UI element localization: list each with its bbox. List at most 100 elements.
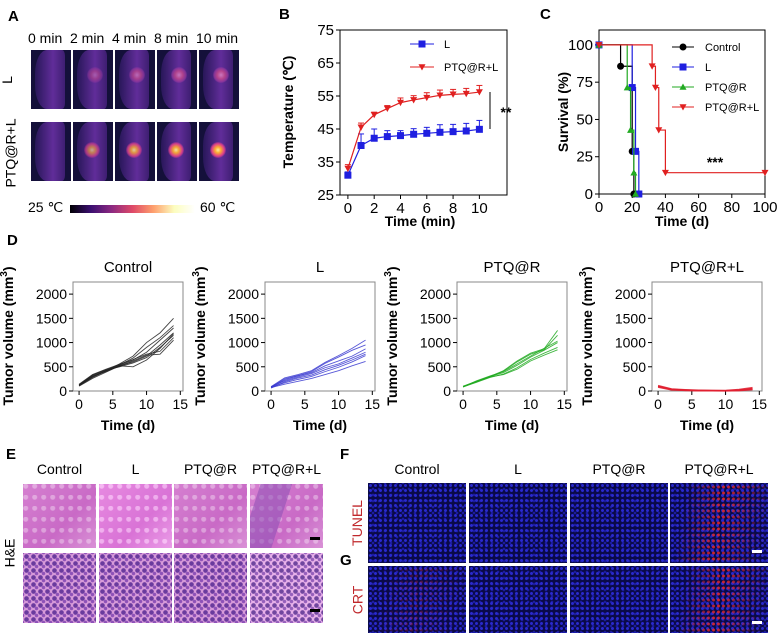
y-axis-label: Temperature (℃) [280,56,296,169]
tumor-growth-curve-2 [78,327,174,386]
x-tick-label: 5 [493,396,501,412]
he-image-high-mag [99,553,172,623]
x-axis-label: Time (d) [655,213,709,229]
y-tick-label: 500 [44,359,68,375]
y-tick-label: 1500 [228,310,259,326]
tumor-growth-curve-6 [78,339,174,387]
plot-frame [598,29,766,195]
significance-marker: ** [501,104,512,120]
tumor-growth-curve-4 [78,334,174,386]
x-tick-label: 5 [301,396,309,412]
data-point [632,147,640,155]
tumor-growth-curve-4 [270,353,366,389]
data-point [661,169,669,177]
panel-label-a: A [8,8,19,25]
data-point [370,134,378,142]
x-tick-label: 15 [557,396,573,412]
thermal-image [157,122,197,181]
tunel-image [368,483,466,563]
data-point [396,99,404,107]
he-image-low-mag [174,484,247,548]
tumor-growth-curve-7 [78,333,174,386]
legend-label: Control [705,42,740,54]
tumor-growth-curve-3 [270,351,366,388]
y-tick-label: 0 [251,383,259,399]
x-tick-label: 0 [267,396,275,412]
legend-marker [418,40,426,48]
y-axis-label: Tumor volume (mm3) [578,266,595,405]
y-axis-label: Tumor volume (mm3) [191,266,208,405]
y-tick-label: 75 [576,74,593,91]
y-tick-label: 500 [623,359,647,375]
crt-image [469,566,567,633]
y-tick-label: 2000 [615,286,646,302]
column-label: PTQ@R+L [251,461,322,477]
data-point [423,94,431,102]
y-axis-label-part: ) [0,266,16,271]
data-point [410,97,418,104]
column-label: PTQ@R [592,461,646,477]
y-tick-label: 500 [428,359,452,375]
tumor-growth-curve-6 [270,361,366,389]
x-tick-label: 6 [423,200,431,217]
panel-label-d: D [7,232,18,249]
x-axis-label: Time (min) [385,213,456,229]
x-tick-label: 0 [344,200,352,217]
column-label: PTQ@R [183,461,238,477]
legend-label: L [444,39,450,51]
x-tick-label: 10 [523,396,539,412]
x-tick-label: 15 [173,396,189,412]
scale-bar [310,609,320,612]
time-label: 0 min [28,30,63,46]
panel-label-b: B [279,6,290,23]
mouse-body [77,50,107,109]
y-tick-label: 1000 [615,335,646,351]
plot-frame [339,29,508,196]
column-label: L [131,461,140,477]
data-point [344,171,352,179]
x-tick-label: 2 [370,200,378,217]
y-axis-label-part: Tumor volume (mm [384,277,400,406]
he-image-low-mag [23,484,96,548]
panel-label-e: E [6,446,17,463]
scale-bar [310,537,320,540]
x-axis-label: Time (d) [293,417,347,433]
legend-label: PTQ@R+L [705,102,759,114]
column-label: PTQ@R+L [684,461,754,477]
tumor-growth-curve-3 [657,386,753,392]
data-point [595,42,603,49]
thermal-image [31,122,71,181]
data-point [475,125,483,133]
data-point [462,127,470,135]
y-tick-label: 2000 [420,286,451,302]
thermal-image [115,50,155,109]
plot-frame [651,281,763,392]
scale-bar [752,621,762,624]
legend-label: L [705,62,711,74]
colorbar-max-label: 60 ℃ [200,199,236,215]
tumor-growth-curve-1 [270,344,366,388]
heat-spot [168,142,184,158]
he-image-low-mag [99,484,172,548]
x-axis-label: Time (d) [680,417,734,433]
plot-frame [264,281,376,392]
data-point [655,127,663,134]
tumor-growth-curve-5 [270,355,366,388]
panel-label-c: C [540,6,551,23]
y-tick-label: 0 [638,383,646,399]
panel-label-g: G [340,552,352,569]
y-tick-label: 0 [443,383,451,399]
crt-image [570,566,668,633]
legend-marker [679,63,687,71]
data-point [436,92,444,99]
y-axis-label-part: 3 [0,271,10,277]
heat-spot [171,67,187,83]
y-axis-label-part: 3 [191,271,202,277]
y-axis-label-part: ) [579,266,595,271]
column-label: L [514,461,522,477]
y-tick-label: 1000 [36,335,67,351]
y-tick-label: 1000 [228,335,259,351]
y-tick-label: 0 [585,186,593,203]
y-axis-label-part: Tumor volume (mm [579,277,595,406]
